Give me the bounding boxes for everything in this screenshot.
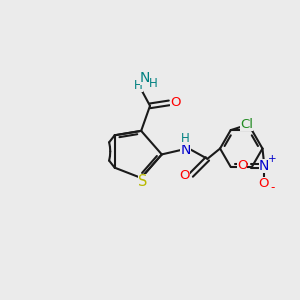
Text: O: O xyxy=(179,169,190,182)
Text: N: N xyxy=(259,159,269,172)
Text: +: + xyxy=(268,154,277,164)
Text: H: H xyxy=(134,79,142,92)
Text: Cl: Cl xyxy=(240,118,254,131)
Text: N: N xyxy=(140,71,150,85)
Text: N: N xyxy=(180,143,190,157)
Text: -: - xyxy=(270,181,274,194)
Text: O: O xyxy=(237,159,247,172)
Text: O: O xyxy=(170,96,181,110)
Text: S: S xyxy=(138,174,147,189)
Text: H: H xyxy=(181,132,190,145)
Text: H: H xyxy=(148,77,157,90)
Text: O: O xyxy=(259,177,269,190)
